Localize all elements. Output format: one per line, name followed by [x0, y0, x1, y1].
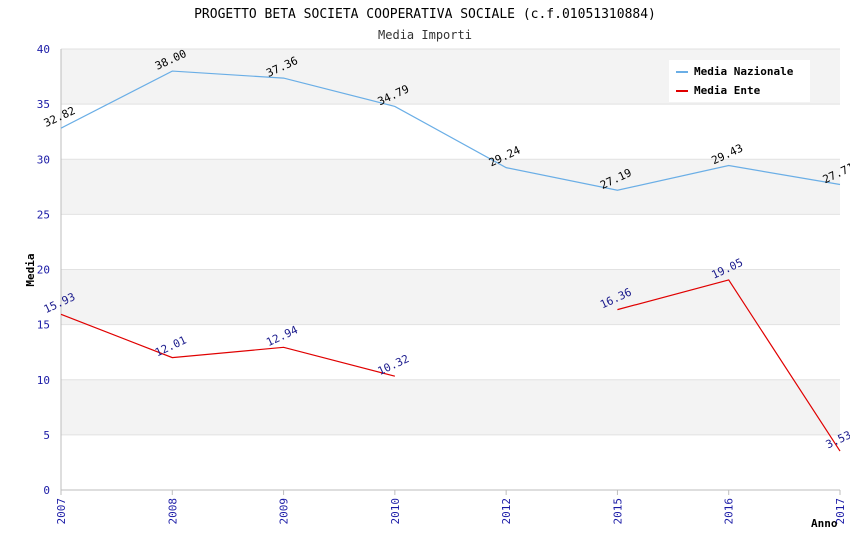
legend-label-media-ente: Media Ente [694, 84, 761, 97]
x-tick-label: 2008 [166, 498, 179, 525]
background-bands [61, 49, 840, 490]
y-tick-label: 15 [37, 319, 50, 332]
chart-title: PROGETTO BETA SOCIETA COOPERATIVA SOCIAL… [194, 7, 656, 22]
y-tick-label: 0 [43, 484, 50, 497]
x-axis-ticks: 2007 2008 2009 2010 2012 2015 2016 2017 [55, 490, 847, 525]
legend-box [669, 60, 810, 102]
x-tick-label: 2012 [500, 498, 513, 525]
legend-label-media-nazionale: Media Nazionale [694, 65, 794, 78]
grid-band [61, 159, 840, 215]
series-lines [60, 70, 841, 452]
y-tick-label: 5 [43, 429, 50, 442]
grid-band [61, 379, 840, 435]
y-axis-label: Media [24, 253, 37, 286]
grid-band [61, 269, 840, 325]
x-tick-label: 2015 [611, 498, 624, 525]
y-tick-label: 25 [37, 208, 50, 221]
x-axis-label: Anno [811, 517, 838, 530]
y-tick-label: 35 [37, 98, 50, 111]
y-tick-label: 40 [37, 43, 50, 56]
y-tick-label: 20 [37, 264, 50, 277]
x-tick-label: 2017 [834, 498, 847, 525]
axes [60, 49, 840, 491]
y-tick-label: 10 [37, 374, 50, 387]
x-tick-label: 2016 [723, 498, 736, 525]
x-tick-label: 2009 [278, 498, 291, 525]
series-line-media-ente [60, 313, 396, 377]
grid-band [61, 324, 840, 380]
y-tick-label: 30 [37, 153, 50, 166]
grid-band [61, 214, 840, 270]
grid-band [61, 104, 840, 160]
chart-subtitle: Media Importi [378, 28, 472, 42]
y-axis-ticks: 0 5 10 15 20 25 30 35 40 [37, 43, 50, 497]
grid-band [61, 434, 840, 490]
x-tick-label: 2007 [55, 498, 68, 525]
series-line-media-nazionale [60, 70, 841, 191]
series-line-media-ente [617, 279, 841, 452]
legend: Media Nazionale Media Ente [669, 60, 810, 102]
x-tick-label: 2010 [389, 498, 402, 525]
